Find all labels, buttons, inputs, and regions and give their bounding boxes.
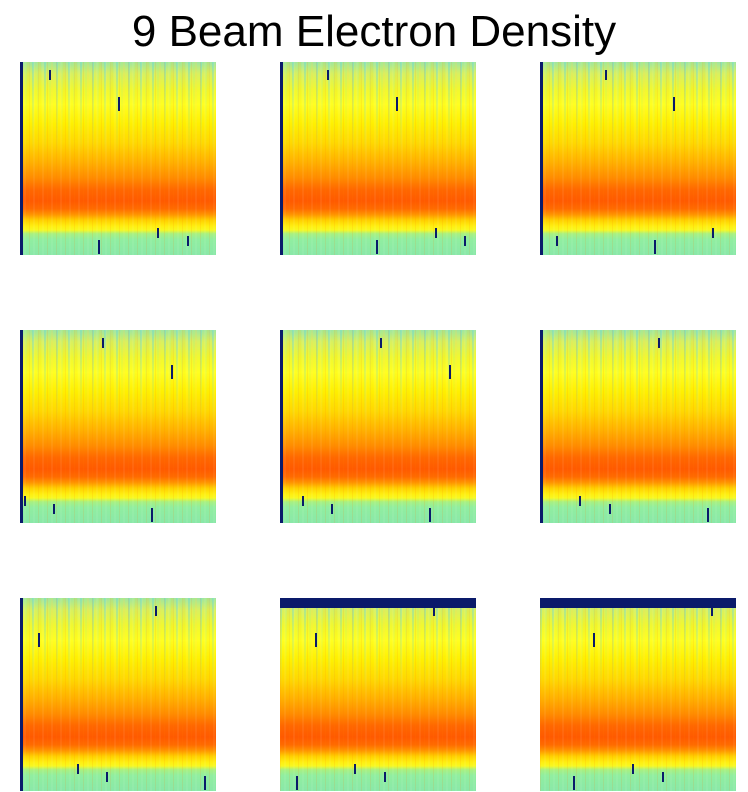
streak bbox=[106, 771, 109, 782]
streak bbox=[540, 364, 542, 379]
streak bbox=[653, 239, 656, 254]
heatmap-panel bbox=[540, 62, 736, 255]
streak bbox=[706, 507, 709, 522]
streak bbox=[376, 239, 379, 254]
streak bbox=[579, 495, 582, 506]
streak bbox=[379, 337, 382, 348]
streak bbox=[327, 69, 330, 80]
streak bbox=[673, 96, 676, 111]
streak bbox=[295, 775, 298, 790]
streak bbox=[330, 503, 333, 514]
heatmap-panel bbox=[280, 62, 476, 255]
streak bbox=[448, 364, 451, 379]
streak bbox=[301, 495, 304, 506]
streak bbox=[151, 507, 154, 522]
streak bbox=[157, 227, 160, 238]
chart-title: 9 Beam Electron Density bbox=[131, 7, 617, 56]
streak bbox=[186, 235, 189, 246]
streak bbox=[395, 96, 398, 111]
streak bbox=[464, 235, 467, 246]
panel-left-edge bbox=[20, 62, 23, 255]
streak bbox=[37, 632, 40, 647]
streak bbox=[608, 503, 611, 514]
streak bbox=[592, 632, 595, 647]
heatmap-panel bbox=[20, 62, 216, 255]
streak bbox=[434, 227, 437, 238]
panel-top-band bbox=[280, 598, 476, 608]
streak bbox=[657, 337, 660, 348]
panel-left-edge bbox=[280, 62, 283, 255]
streak bbox=[661, 771, 664, 782]
streak bbox=[428, 507, 431, 522]
streak bbox=[204, 775, 207, 790]
streak bbox=[76, 763, 79, 774]
streak bbox=[573, 775, 576, 790]
streak bbox=[354, 763, 357, 774]
streak bbox=[23, 495, 26, 506]
heatmap-panel bbox=[280, 598, 476, 791]
streak bbox=[432, 605, 435, 616]
heatmap-panel bbox=[540, 330, 736, 523]
heatmap-panel bbox=[20, 330, 216, 523]
panel-top-band bbox=[540, 598, 736, 608]
streak bbox=[604, 69, 607, 80]
panel-left-edge bbox=[280, 330, 283, 523]
streak bbox=[170, 364, 173, 379]
streak bbox=[315, 632, 318, 647]
streak bbox=[53, 503, 56, 514]
streak bbox=[710, 605, 713, 616]
streak bbox=[102, 337, 105, 348]
streak bbox=[155, 605, 158, 616]
panel-left-edge bbox=[540, 330, 543, 523]
streak bbox=[555, 235, 558, 246]
streak bbox=[98, 239, 101, 254]
streak bbox=[118, 96, 120, 111]
heatmap-panel bbox=[280, 330, 476, 523]
panel-left-edge bbox=[20, 330, 23, 523]
heatmap-panel bbox=[20, 598, 216, 791]
streak bbox=[712, 227, 715, 238]
streak bbox=[632, 763, 635, 774]
streak bbox=[49, 69, 52, 80]
streak bbox=[383, 771, 386, 782]
heatmap-panel bbox=[540, 598, 736, 791]
panel-left-edge bbox=[540, 62, 543, 255]
panel-left-edge bbox=[20, 598, 23, 791]
